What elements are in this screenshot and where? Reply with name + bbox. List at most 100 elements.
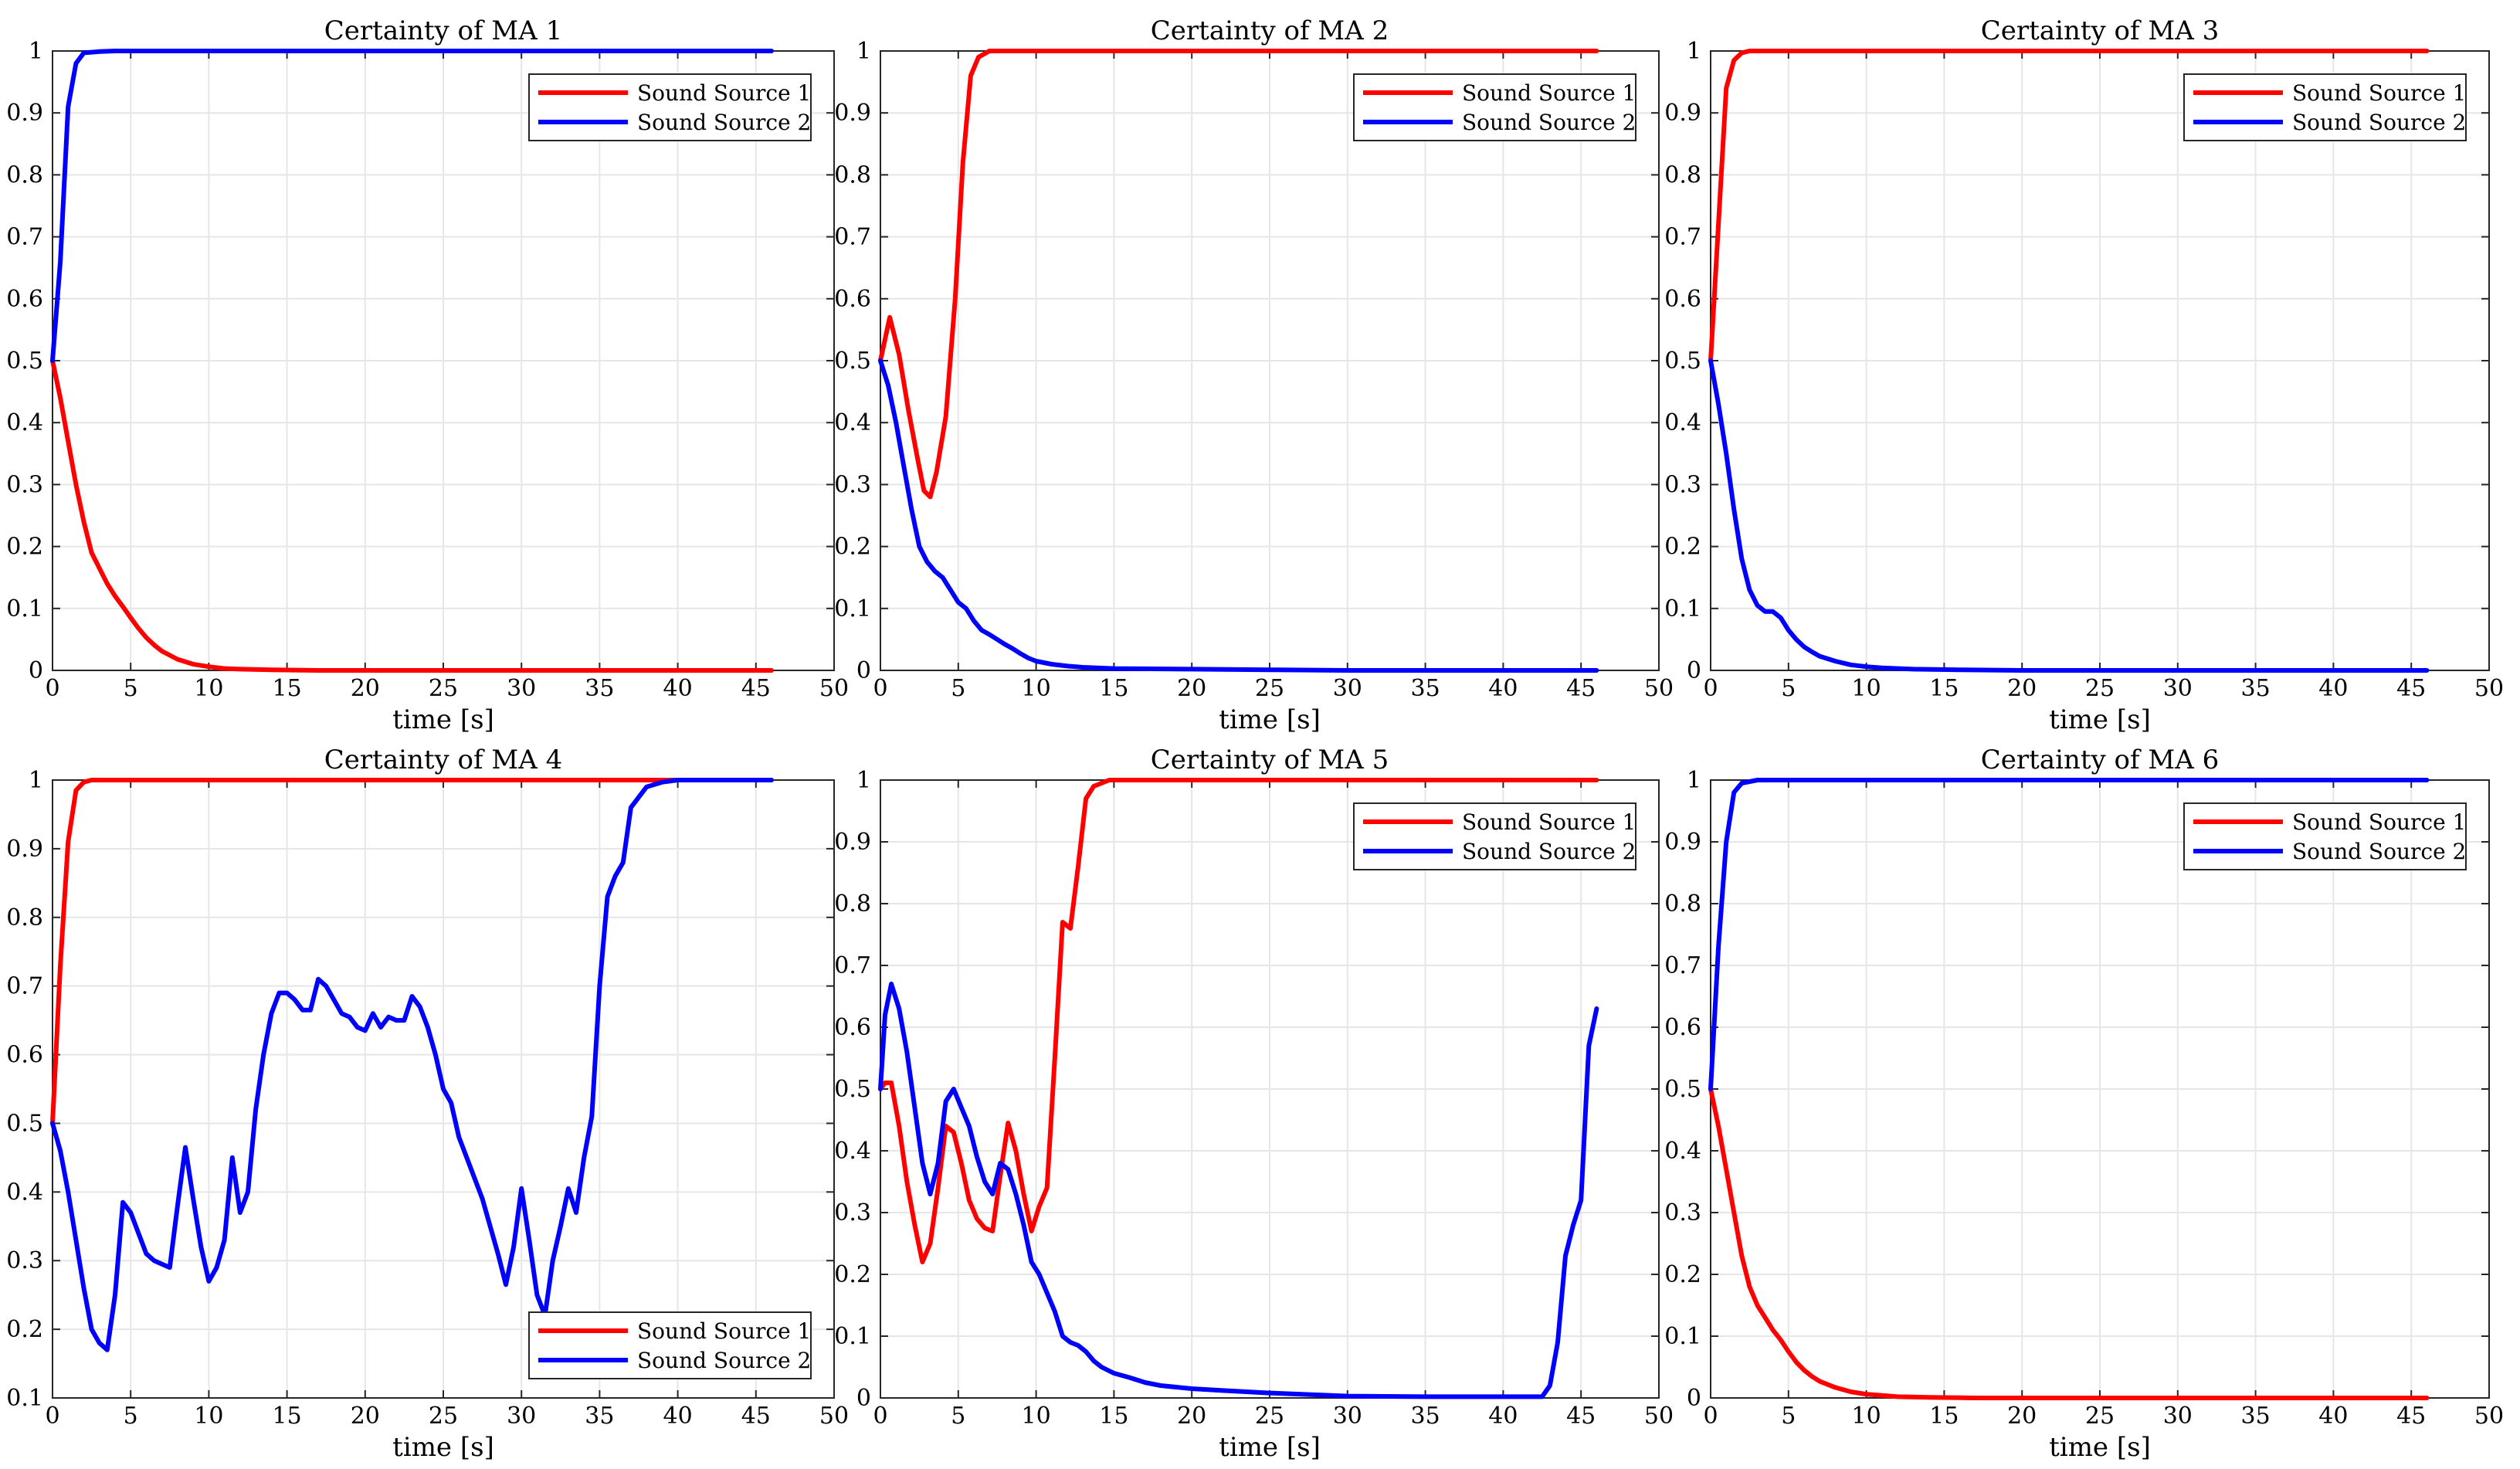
x-tick-label: 45 (1566, 675, 1596, 702)
legend-box (1353, 802, 1636, 870)
y-tick-label: 0 (856, 1385, 871, 1412)
y-tick-label: 1 (1687, 38, 1701, 65)
y-tick-label: 0.8 (6, 904, 43, 931)
x-tick-label: 40 (2318, 1403, 2348, 1430)
x-tick-label: 10 (194, 1403, 223, 1430)
x-tick-label: 15 (273, 675, 302, 702)
x-tick-label: 25 (429, 1403, 458, 1430)
legend-entry: Sound Source 1 (2292, 809, 2466, 835)
chart-title: Certainty of MA 3 (1981, 15, 2219, 46)
legend-entry: Sound Source 2 (637, 1348, 811, 1373)
y-tick-label: 0.5 (1664, 348, 1701, 375)
y-tick-label: 0.3 (1664, 471, 1701, 498)
y-tick-label: 0.9 (6, 836, 43, 863)
legend-entry: Sound Source 2 (1462, 839, 1636, 864)
legend-entry: Sound Source 1 (637, 1318, 811, 1344)
x-tick-label: 0 (45, 1403, 59, 1430)
x-axis-label: time [s] (1219, 1432, 1321, 1463)
y-tick-label: 0.2 (6, 1316, 43, 1343)
x-tick-label: 35 (1411, 675, 1440, 702)
y-tick-label: 0.6 (1664, 1014, 1701, 1041)
chart-3: 0 5 10 15 20 25 30 35 40 45 50 0 0.1 0.2 0.3 0.4 0.5 0.6 0… (1664, 15, 2504, 735)
x-tick-label: 5 (951, 1403, 965, 1430)
x-tick-label: 50 (2474, 675, 2504, 702)
x-tick-label: 10 (1022, 675, 1051, 702)
y-tick-label: 1 (856, 38, 871, 65)
x-tick-label: 40 (663, 1403, 693, 1430)
x-tick-label: 10 (194, 675, 223, 702)
x-tick-label: 25 (429, 675, 458, 702)
y-tick-label: 0.2 (834, 1261, 871, 1288)
chart-5: 0 5 10 15 20 25 30 35 40 45 50 0 0.1 0.2 0.3 0.4 0.5 0.6 0… (834, 745, 1674, 1463)
y-tick-label: 0.5 (834, 348, 871, 375)
y-tick-label: 0.5 (6, 348, 43, 375)
x-tick-label: 40 (1488, 1403, 1518, 1430)
y-tick-label: 0.3 (6, 1247, 43, 1274)
y-tick-label: 0.6 (834, 286, 871, 313)
legend-box (528, 1311, 812, 1379)
x-tick-label: 45 (2396, 1403, 2426, 1430)
x-tick-label: 15 (273, 1403, 302, 1430)
x-tick-label: 15 (1099, 675, 1128, 702)
x-tick-label: 20 (2007, 1403, 2037, 1430)
x-tick-label: 35 (2241, 1403, 2271, 1430)
y-tick-label: 0.8 (6, 161, 43, 188)
x-tick-label: 50 (819, 1403, 849, 1430)
x-tick-label: 45 (741, 1403, 771, 1430)
y-tick-label: 0.4 (834, 1138, 871, 1165)
y-tick-label: 0.5 (1664, 1076, 1701, 1103)
x-tick-label: 45 (2396, 675, 2426, 702)
y-tick-label: 0.3 (1664, 1199, 1701, 1226)
legend: Sound Source 1 Sound Source 2 (1353, 73, 1636, 141)
y-tick-label: 0.9 (834, 829, 871, 856)
x-tick-label: 40 (663, 675, 693, 702)
legend: Sound Source 1 Sound Source 2 (1353, 802, 1636, 870)
x-tick-label: 5 (124, 1403, 138, 1430)
y-tick-label: 0 (1687, 657, 1701, 684)
x-tick-label: 25 (2085, 675, 2115, 702)
y-tick-label: 0.7 (834, 952, 871, 979)
y-tick-label: 0.3 (834, 471, 871, 498)
x-tick-label: 0 (45, 675, 59, 702)
x-tick-label: 20 (351, 1403, 380, 1430)
chart-6: 0 5 10 15 20 25 30 35 40 45 50 0 0.1 0.2 0.3 0.4 0.5 0.6 0… (1664, 745, 2504, 1463)
y-tick-label: 0.1 (1664, 595, 1701, 623)
y-tick-label: 0.3 (834, 1199, 871, 1226)
chart-2: 0 5 10 15 20 25 30 35 40 45 50 0 0.1 0.2 0.3 0.4 0.5 0.6 0… (834, 15, 1674, 735)
series-line-sound-source-1 (1708, 1087, 2430, 1400)
legend-box (2183, 802, 2467, 870)
x-tick-label: 15 (1099, 1403, 1128, 1430)
y-tick-label: 0.8 (1664, 161, 1701, 188)
x-axis-label: time [s] (392, 1432, 494, 1463)
series-line-sound-source-2 (878, 358, 1599, 673)
legend-entry: Sound Source 1 (1462, 80, 1636, 106)
x-tick-label: 20 (2007, 675, 2037, 702)
y-tick-label: 0 (1687, 1385, 1701, 1412)
y-tick-label: 0.2 (834, 534, 871, 561)
y-tick-label: 0.6 (6, 286, 43, 313)
x-tick-label: 0 (1703, 675, 1718, 702)
y-tick-label: 0.1 (6, 595, 43, 623)
y-tick-label: 1 (856, 767, 871, 794)
x-tick-label: 30 (507, 675, 536, 702)
x-tick-label: 45 (741, 675, 771, 702)
x-tick-label: 40 (1488, 675, 1518, 702)
x-tick-label: 10 (1022, 1403, 1051, 1430)
y-tick-label: 0.2 (6, 534, 43, 561)
y-tick-label: 0 (856, 657, 871, 684)
x-tick-label: 15 (1929, 1403, 1959, 1430)
y-tick-label: 1 (1687, 767, 1701, 794)
x-tick-label: 5 (1781, 675, 1796, 702)
x-axis-label: time [s] (2049, 1432, 2151, 1463)
x-tick-label: 30 (2163, 675, 2193, 702)
x-tick-label: 20 (1177, 675, 1206, 702)
x-tick-label: 35 (2241, 675, 2271, 702)
y-tick-label: 0.4 (1664, 409, 1701, 436)
chart-title: Certainty of MA 5 (1151, 745, 1389, 775)
x-tick-label: 0 (873, 675, 887, 702)
series-line-sound-source-1 (1708, 49, 2430, 363)
legend: Sound Source 1 Sound Source 2 (2183, 73, 2467, 141)
y-tick-label: 0.1 (834, 595, 871, 623)
legend-box (528, 73, 812, 141)
